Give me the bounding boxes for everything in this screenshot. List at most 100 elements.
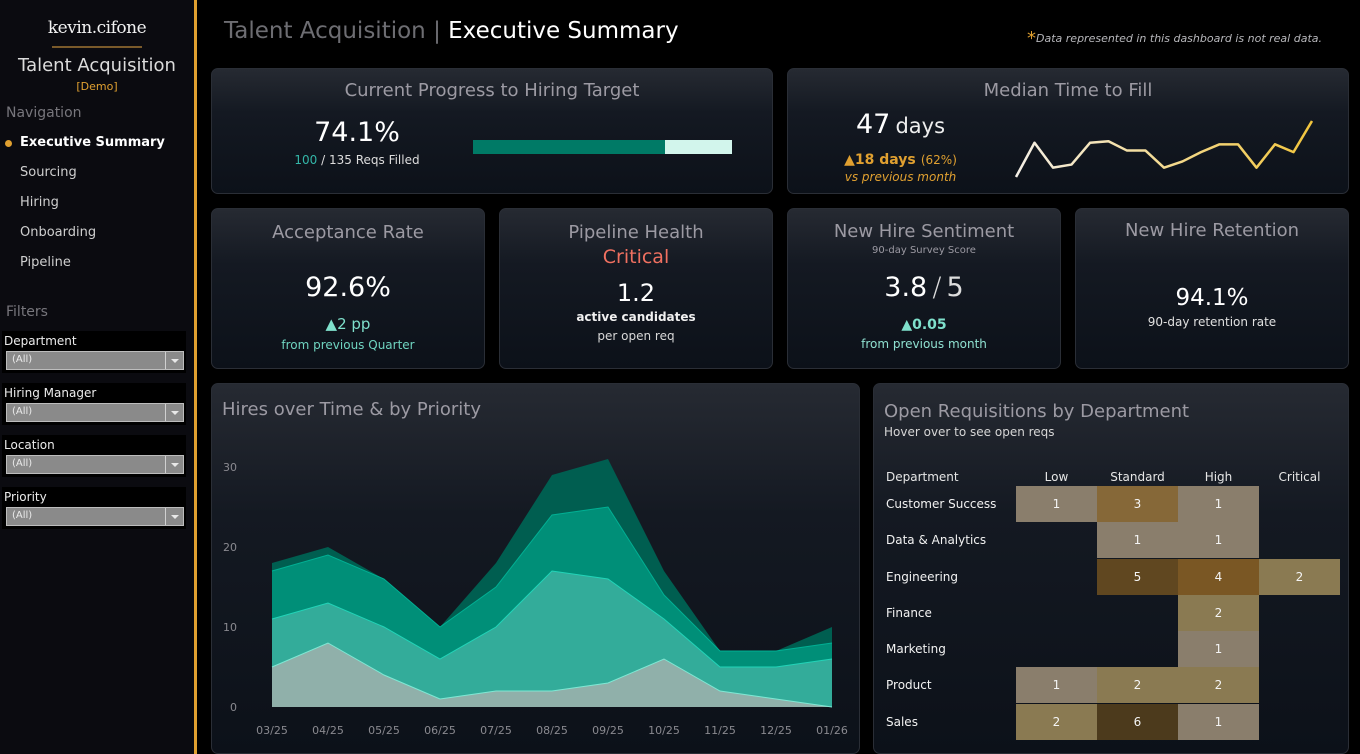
brand-divider [52,46,142,48]
heatmap-row-label: Product [886,678,932,692]
sentiment-delta: ▲0.05 [788,317,1060,333]
y-tick-label: 10 [223,621,237,634]
x-tick-label: 07/25 [480,724,512,737]
heatmap-cell[interactable]: 1 [1178,704,1259,740]
acceptance-delta: ▲2 pp [212,315,484,333]
heatmap-cell[interactable]: 1 [1178,522,1259,558]
slash: / [321,153,326,167]
sentiment-value: 3.8 [884,272,928,303]
page-title-section: Talent Acquisition [224,18,426,44]
heatmap-cell[interactable]: 1 [1178,631,1259,667]
chart-title: Hires over Time & by Priority [222,399,481,420]
heatmap-row-label: Sales [886,715,918,729]
x-tick-label: 06/25 [424,724,456,737]
acceptance-value: 92.6% [305,272,391,303]
card-title: New Hire Retention [1124,220,1300,241]
location-select[interactable]: (All) [6,455,184,474]
heatmap-row-label: Marketing [886,642,946,656]
heatmap-cell[interactable]: 4 [1178,559,1259,595]
sidebar: kevin.cifone Talent Acquisition [Demo] N… [0,0,194,754]
card-title: Acceptance Rate [272,222,424,243]
heatmap-column-header: Critical [1278,470,1321,484]
area-series-high[interactable] [272,507,832,667]
x-tick-label: 05/25 [368,724,400,737]
heatmap-cell[interactable]: 2 [1097,667,1178,703]
retention-caption: 90-day retention rate [1147,315,1277,329]
heatmap-row-header: Department [886,470,959,484]
triangle-up-icon: ▲ [325,315,338,333]
chevron-down-icon[interactable] [165,352,183,369]
hiring-manager-select[interactable]: (All) [6,403,184,422]
asterisk-icon: * [1027,28,1037,49]
heatmap-cell[interactable]: 3 [1097,486,1178,522]
heatmap-row-label: Customer Success [886,497,997,511]
nav-item-hiring[interactable]: Hiring [20,195,59,210]
page-title-page: Executive Summary [448,18,679,44]
area-edge-high [271,506,833,652]
nav-item-executive-summary[interactable]: Executive Summary [20,135,165,150]
page-title: Talent Acquisition | Executive Summary [224,18,679,44]
heatmap-cell[interactable]: 2 [1259,559,1340,595]
heatmap-cell[interactable]: 1 [1097,522,1178,558]
filter-label: Priority [4,490,47,504]
reqs-total-label: 135 Reqs Filled [328,153,420,167]
heatmap-cell[interactable]: 1 [1178,486,1259,522]
filter-location: Location (All) [2,435,186,477]
nav-heading: Navigation [6,105,82,121]
reqs-filled-count: 100 [294,153,318,167]
heatmap-cell[interactable]: 2 [1016,704,1097,740]
heatmap-column-header: High [1204,470,1233,484]
nav-item-sourcing[interactable]: Sourcing [20,165,77,180]
filter-department: Department (All) [2,331,186,373]
area-series-standard[interactable] [272,571,832,707]
area-series-low[interactable] [272,643,832,707]
select-value: (All) [12,406,33,417]
hires-area-chart[interactable]: 0 10 20 30 03/25 04/25 05/25 06/25 07/25 08/25 09/… [212,384,860,754]
chevron-down-icon[interactable] [165,404,183,421]
heatmap-row-label: Engineering [886,570,958,584]
chevron-down-icon[interactable] [165,456,183,473]
chevron-down-icon[interactable] [165,508,183,525]
heatmap-cell[interactable]: 2 [1178,595,1259,631]
x-tick-label: 10/25 [648,724,680,737]
sentiment-score: 3.8 / 5 [788,272,1060,303]
delta-percent: (62%) [920,153,957,167]
area-series-critical[interactable] [272,459,832,651]
priority-select[interactable]: (All) [6,507,184,526]
progress-bar [473,140,732,154]
heatmap-cell[interactable]: 1 [1016,667,1097,703]
x-tick-label: 08/25 [536,724,568,737]
disclaimer: *Data represented in this dashboard is n… [1027,26,1322,49]
chart-title: Open Requisitions by Department [884,401,1190,422]
nav-item-onboarding[interactable]: Onboarding [20,225,97,240]
progress-percent: 74.1% [314,117,400,148]
hires-over-time-card: Hires over Time & by Priority 0 10 20 30 03/… [211,383,860,754]
acceptance-rate-card: Acceptance Rate 92.6% ▲2 pp from previou… [211,208,485,369]
delta-value: 2 pp [337,315,371,333]
triangle-up-icon: ▲ [901,317,913,333]
app-subtitle: [Demo] [76,80,118,93]
time-to-fill-delta: ▲18 days (62%) [808,149,993,168]
card-subtitle: 90-day Survey Score [872,245,976,256]
department-select[interactable]: (All) [6,351,184,370]
heatmap-cell[interactable]: 1 [1016,486,1097,522]
filter-label: Location [4,438,55,452]
triangle-up-icon: ▲ [844,152,855,168]
nav-item-pipeline[interactable]: Pipeline [20,255,71,270]
y-tick-label: 0 [230,701,237,714]
pipeline-health-card: Pipeline Health Critical 1.2 active cand… [499,208,773,369]
heatmap-cell[interactable]: 2 [1178,667,1259,703]
app-title: Talent Acquisition [18,55,176,76]
heatmap-column-header: Low [1044,470,1069,484]
x-tick-label: 09/25 [592,724,624,737]
disclaimer-text: Data represented in this dashboard is no… [1036,32,1322,45]
delta-value: 0.05 [912,317,947,333]
area-edge-low [271,642,833,708]
heatmap-column-header: Standard [1110,470,1165,484]
time-to-fill-sparkline [1014,120,1314,178]
heatmap-cell[interactable]: 6 [1097,704,1178,740]
retention-value: 94.1% [1175,285,1249,311]
heatmap-cell[interactable]: 5 [1097,559,1178,595]
slash: / [932,272,942,303]
days-value: 47 [855,109,891,140]
